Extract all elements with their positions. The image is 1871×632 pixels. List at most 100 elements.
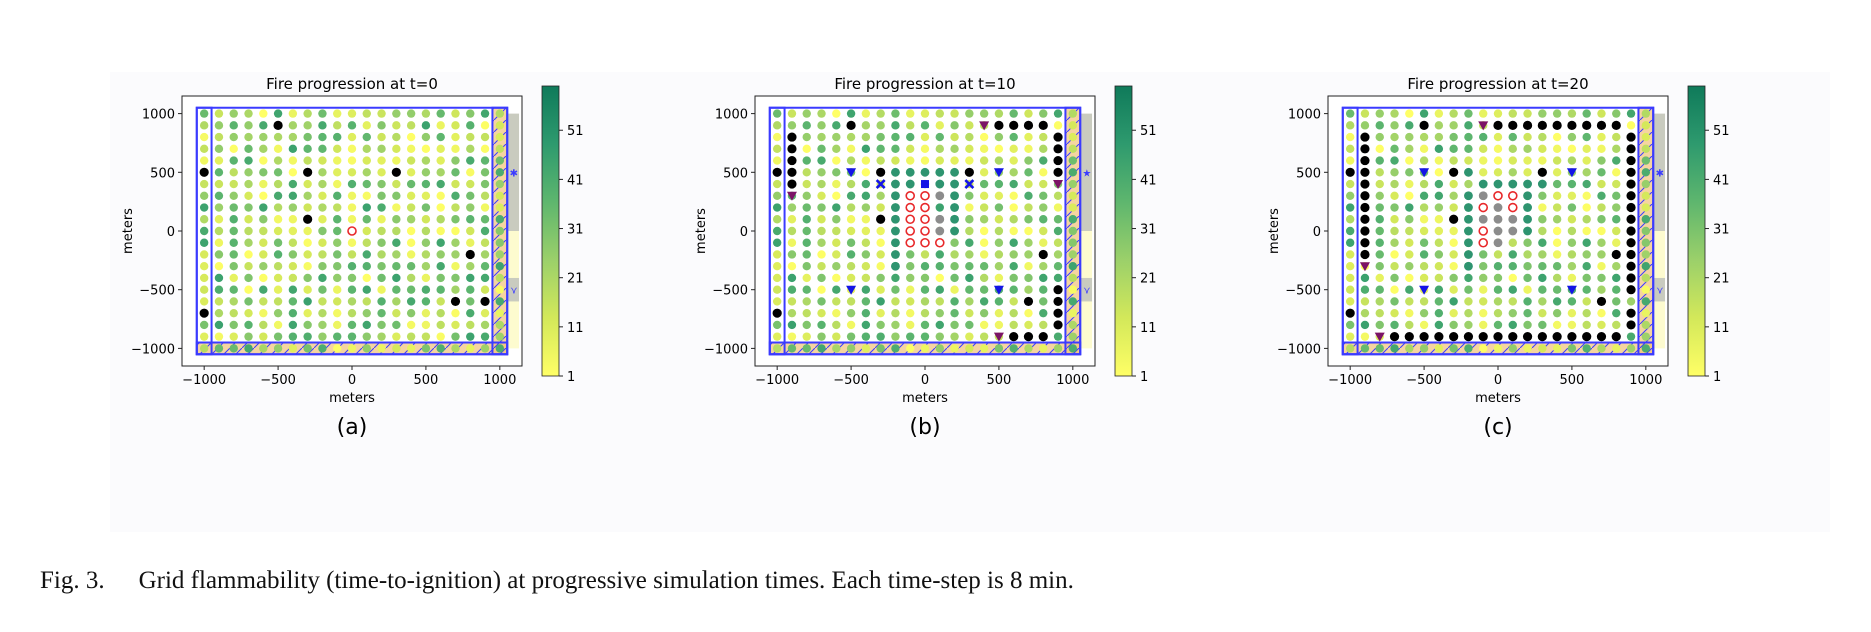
intense-point [950, 226, 959, 236]
burning-point [1478, 237, 1489, 248]
grid-point [1345, 215, 1355, 224]
grid-point [1523, 285, 1532, 294]
grid-point [1567, 132, 1577, 142]
grid-point [214, 203, 224, 212]
fire-point [994, 120, 1004, 130]
grid-point [965, 262, 974, 271]
grid-point [1626, 332, 1636, 341]
grid-point [1053, 250, 1063, 259]
colorbar-tick-label: 1 [1140, 370, 1148, 385]
intense-point [891, 179, 900, 189]
fire-point [1478, 332, 1488, 342]
grid-point [772, 262, 782, 271]
grid-point [1582, 297, 1591, 306]
grid-point [406, 320, 416, 330]
fire-point [1023, 296, 1034, 307]
grid-point [347, 156, 357, 165]
fire-point [273, 120, 283, 130]
grid-point [787, 344, 797, 353]
x-tick-label: 500 [413, 373, 438, 388]
grid-point [362, 320, 371, 330]
grid-point [1345, 297, 1355, 306]
grid-point [994, 226, 1004, 236]
grid-point [1597, 250, 1606, 259]
intense-point [1464, 167, 1473, 177]
grid-point [876, 156, 885, 165]
grid-point [1641, 132, 1651, 142]
fire-point [1360, 155, 1370, 166]
grid-point [1405, 320, 1414, 330]
grid-point [1464, 121, 1473, 130]
intense-point [1537, 179, 1547, 189]
grid-point [229, 226, 238, 236]
grid-point [362, 144, 371, 154]
grid-point [214, 332, 224, 341]
grid-point [495, 273, 505, 283]
grid-point [1523, 344, 1532, 353]
y-tick-label: −500 [1285, 284, 1321, 299]
panel-a: ✱ ⋎ −1000 −500 0 500 1000 −1000 −500 0 500 1000 Fire… [110, 72, 683, 532]
grid-point [1434, 238, 1444, 247]
grid-point [965, 332, 974, 341]
grid-point [1449, 179, 1458, 189]
grid-point [935, 121, 944, 130]
grid-point [288, 215, 298, 224]
grid-point [891, 121, 900, 130]
fire-point [1360, 238, 1370, 248]
grid-point [451, 285, 460, 294]
grid-point [950, 320, 959, 330]
grid-point [259, 156, 268, 165]
fire-point [1053, 296, 1063, 307]
grid-point [1597, 226, 1606, 236]
grid-point [436, 168, 445, 177]
grid-point [392, 250, 401, 259]
grid-point [1053, 215, 1063, 224]
grid-point [1419, 344, 1429, 353]
grid-point [1053, 121, 1063, 130]
grid-point [876, 109, 885, 118]
grid-point [802, 179, 811, 189]
grid-point [1493, 308, 1503, 318]
grid-point [1641, 250, 1651, 259]
grid-point [347, 285, 357, 294]
grid-point [495, 156, 505, 165]
grid-point [846, 320, 856, 330]
grid-point [802, 297, 811, 306]
grid-point [303, 320, 312, 330]
grid-point [199, 238, 209, 247]
intense-point [935, 167, 945, 177]
grid-point [1345, 332, 1355, 341]
grid-point [1493, 285, 1503, 294]
grid-point [1360, 273, 1370, 283]
grid-point [906, 144, 915, 154]
intense-point [891, 191, 900, 201]
grid-point [421, 320, 431, 330]
grid-point [347, 320, 357, 330]
grid-point [288, 168, 298, 177]
grid-point [451, 344, 460, 353]
grid-point [1449, 132, 1458, 142]
fire-point [1389, 332, 1400, 342]
grid-point [1068, 168, 1078, 177]
grid-point [1612, 226, 1621, 236]
grid-point [406, 262, 416, 271]
grid-point [362, 297, 371, 306]
fire-point [391, 167, 401, 177]
y-tick-label: −1000 [131, 342, 175, 357]
grid-point [1039, 179, 1048, 189]
grid-point [1360, 308, 1370, 318]
burning-point [934, 237, 945, 248]
grid-point [466, 215, 475, 224]
burning-point [1478, 226, 1489, 236]
grid-point [846, 273, 856, 283]
grid-point [1434, 191, 1444, 200]
grid-point [1375, 203, 1384, 212]
fire-point [1023, 120, 1034, 130]
grid-point [1068, 250, 1078, 259]
grid-point [994, 320, 1004, 330]
grid-point [214, 344, 224, 353]
grid-point [229, 109, 238, 118]
grid-point [965, 297, 974, 306]
grid-point [392, 320, 401, 330]
grid-point [1449, 273, 1458, 283]
